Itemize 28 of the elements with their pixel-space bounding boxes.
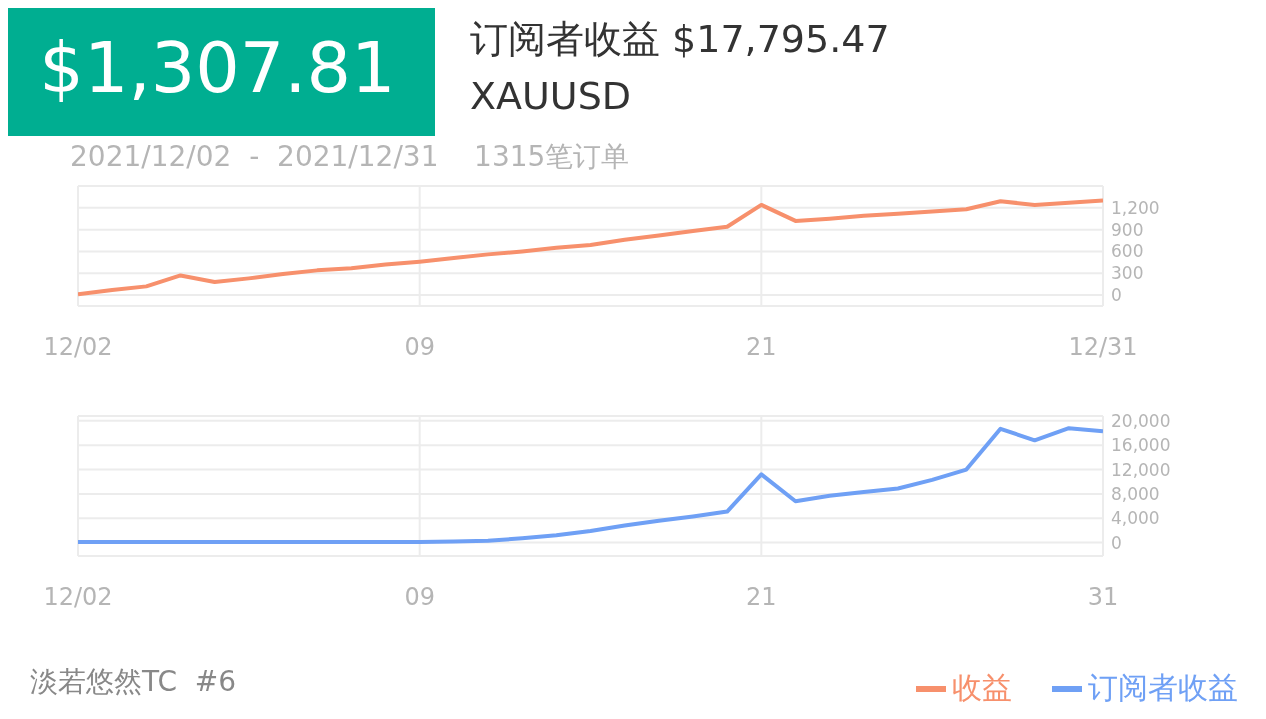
x-tick-label: 09 <box>404 583 435 612</box>
y-tick-label: 20,000 <box>1111 410 1171 431</box>
y-tick-label: 16,000 <box>1111 435 1171 456</box>
line-series <box>78 426 1103 544</box>
x-tick-label: 31 <box>1087 583 1119 612</box>
x-tick-label: 12/02 <box>43 583 113 612</box>
y-tick-label: 1,200 <box>1111 197 1160 218</box>
text: 淡若悠然TC #6 <box>30 664 237 700</box>
text: $1,307.81 <box>38 26 397 111</box>
y-tick-label: 900 <box>1111 219 1144 240</box>
y-tick-label: 0 <box>1111 532 1122 553</box>
line-series <box>78 198 1103 297</box>
legend-label: 订阅者收益 <box>1088 669 1238 707</box>
legend-label: 收益 <box>952 669 1012 707</box>
x-tick-label: 09 <box>404 333 435 362</box>
x-tick-label: 12/31 <box>1068 333 1138 362</box>
x-tick-label: 21 <box>746 583 777 612</box>
x-tick-label: 12/02 <box>43 333 113 362</box>
y-tick-label: 300 <box>1111 263 1144 284</box>
text: 2021/12/02 - 2021/12/31 1315笔订单 <box>70 139 630 175</box>
x-tick-label: 21 <box>746 333 777 362</box>
y-tick-label: 4,000 <box>1111 508 1160 529</box>
y-tick-label: 600 <box>1111 241 1144 262</box>
chart-title: 订阅者收益 $17,795.47 <box>470 16 890 63</box>
y-tick-label: 0 <box>1111 285 1122 306</box>
y-tick-label: 12,000 <box>1111 459 1171 480</box>
chart-subtitle: XAUUSD <box>470 74 632 118</box>
y-tick-label: 8,000 <box>1111 483 1160 504</box>
